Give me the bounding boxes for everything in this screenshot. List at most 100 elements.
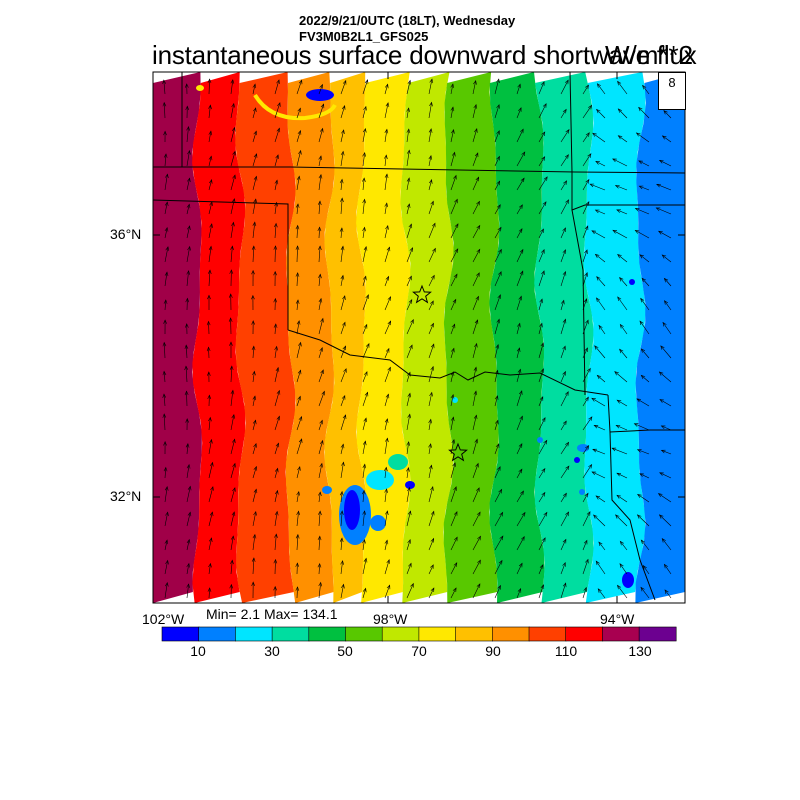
wind-vector-head	[430, 200, 434, 206]
wind-vector-head	[430, 486, 434, 491]
wind-vector-head	[658, 230, 663, 235]
wind-vector	[582, 225, 589, 239]
wind-vector	[296, 130, 301, 143]
wind-vector-head	[384, 154, 388, 160]
wind-vector-head	[453, 174, 457, 180]
wind-vector-head	[453, 511, 458, 516]
flux-band	[356, 72, 411, 603]
wind-vector	[274, 534, 277, 551]
wind-vector	[582, 511, 591, 527]
wind-vector-head	[319, 462, 323, 468]
wind-vector-head	[659, 472, 664, 476]
wind-vector-head	[406, 128, 411, 134]
wind-vector-head	[408, 275, 412, 281]
wind-vector	[252, 466, 257, 479]
wind-vector-head	[451, 323, 456, 329]
wind-vector	[620, 324, 628, 335]
wind-vector	[596, 109, 606, 119]
wind-vector	[617, 585, 628, 599]
wind-vector-head	[362, 177, 366, 182]
wind-vector	[406, 319, 414, 335]
wind-vector-head	[519, 415, 523, 421]
wind-vector-head	[274, 179, 279, 185]
flux-band	[192, 72, 246, 603]
wind-vector	[230, 414, 235, 431]
wind-vector-head	[408, 223, 413, 229]
wind-vector	[494, 370, 498, 383]
wind-vector	[230, 560, 233, 575]
wind-vector-head	[339, 537, 344, 543]
wind-vector-head	[162, 341, 167, 347]
state-boundaries	[153, 72, 685, 601]
wind-vector	[384, 129, 388, 143]
wind-vector-head	[584, 272, 588, 277]
wind-vector	[362, 539, 365, 551]
wind-vector-head	[364, 391, 369, 397]
wind-vector-head	[584, 347, 588, 353]
wind-vector-head	[429, 391, 433, 397]
colorbar-swatch	[418, 626, 457, 642]
wind-vector-head	[295, 533, 300, 539]
wind-vector	[591, 230, 606, 239]
wind-vector	[340, 491, 343, 503]
wind-vector	[208, 179, 212, 191]
wind-vector-head	[587, 367, 591, 373]
wind-vector	[582, 132, 590, 143]
wind-vector-head	[208, 155, 213, 161]
wind-vector	[516, 228, 523, 239]
wind-vector	[472, 152, 479, 167]
wind-vector-head	[363, 105, 367, 111]
wind-vector	[538, 368, 544, 383]
wind-vector-head	[296, 490, 300, 496]
reference-vector-value: 8	[668, 75, 676, 90]
wind-vector-head	[562, 318, 567, 324]
wind-vector	[472, 343, 477, 359]
wind-vector-head	[340, 274, 345, 280]
wind-vector	[516, 151, 526, 167]
wind-vector-head	[562, 270, 567, 276]
wind-vector-head	[453, 486, 457, 491]
wind-vector-head	[363, 417, 367, 423]
wind-vector-head	[207, 587, 212, 592]
wind-vector	[560, 129, 570, 143]
wind-vector-head	[636, 449, 642, 453]
wind-vector	[428, 300, 434, 311]
wind-vector	[494, 395, 498, 407]
wind-vector-head	[340, 150, 345, 156]
wind-vector	[362, 199, 365, 215]
wind-vector-head	[162, 79, 166, 84]
wind-vector-head	[228, 317, 233, 322]
wind-vector	[406, 224, 412, 239]
wind-vector	[186, 270, 189, 287]
wind-vector	[340, 395, 346, 407]
wind-vector-head	[519, 248, 524, 254]
wind-vector-head	[658, 371, 664, 376]
wind-vector-head	[661, 537, 666, 543]
wind-vector	[582, 445, 589, 455]
wind-vector	[164, 153, 167, 167]
wind-vector-head	[251, 345, 256, 351]
wind-vector-head	[385, 347, 390, 353]
wind-vector	[340, 414, 346, 431]
wind-vector	[340, 368, 347, 383]
wind-vector-head	[617, 296, 622, 301]
wind-vector	[595, 161, 606, 167]
wind-vector	[274, 390, 280, 407]
colorbar	[161, 626, 677, 642]
wind-vector	[186, 178, 190, 191]
wind-vector-head	[210, 486, 214, 491]
wind-vector-head	[297, 129, 302, 135]
wind-vector-head	[517, 322, 521, 328]
wind-vector	[612, 158, 628, 167]
wind-vector-head	[496, 130, 500, 135]
wind-vector-head	[165, 559, 169, 565]
wind-vector	[494, 156, 500, 167]
wind-vector-head	[616, 209, 621, 213]
city-markers	[412, 284, 468, 462]
colorbar-swatch	[161, 626, 200, 642]
wind-vector	[472, 367, 477, 383]
wind-vectors	[162, 78, 672, 599]
wind-vector-head	[617, 80, 622, 86]
wind-vector-head	[615, 514, 620, 519]
wind-vector-head	[614, 185, 620, 189]
